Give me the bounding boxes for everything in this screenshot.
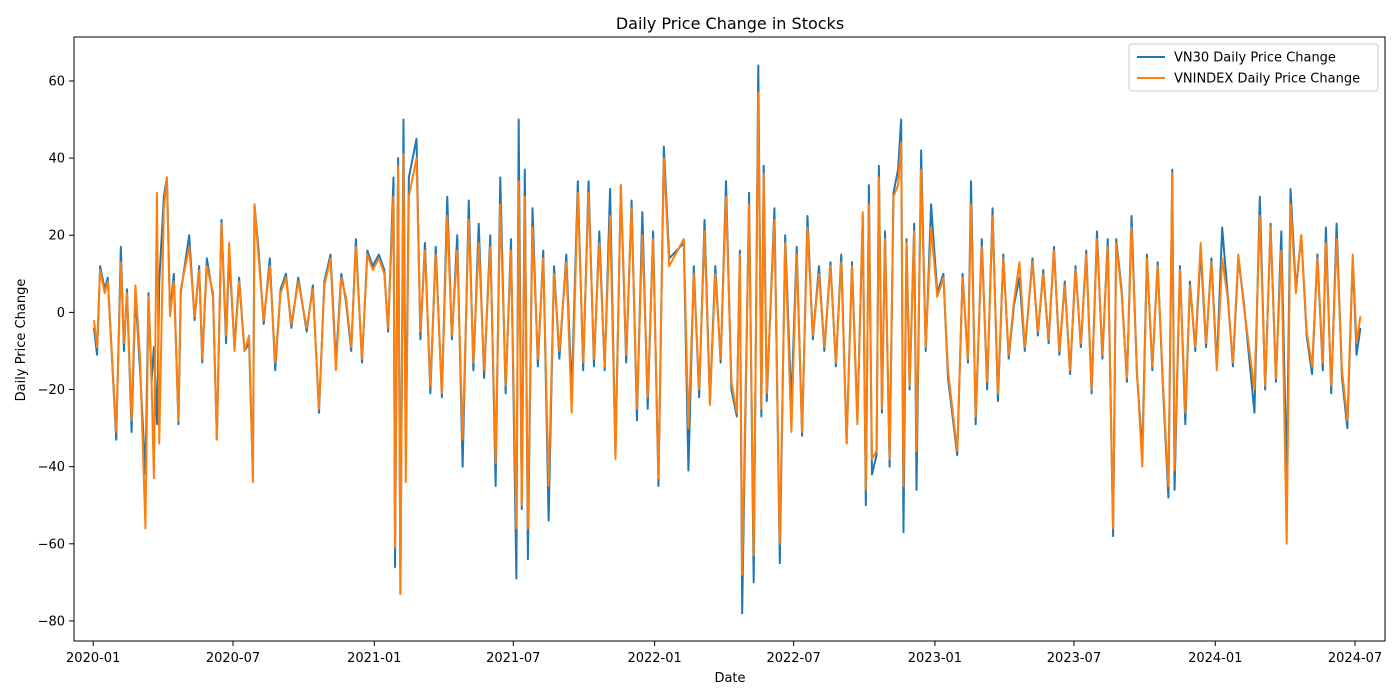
y-tick-label: −80 [38, 614, 65, 629]
x-tick-label: 2021-07 [486, 651, 540, 666]
y-tick-label: 60 [48, 74, 65, 89]
legend: VN30 Daily Price Change VNINDEX Daily Pri… [1128, 43, 1379, 92]
legend-box [1128, 43, 1379, 92]
x-tick-label: 2024-07 [1328, 651, 1382, 666]
x-axis-label: Date [714, 671, 745, 686]
x-tick-label: 2022-07 [766, 651, 820, 666]
x-tick-label: 2023-07 [1047, 651, 1101, 666]
plot-frame [73, 36, 1386, 642]
y-tick-label: −20 [38, 383, 65, 398]
x-tick-label: 2024-01 [1188, 651, 1242, 666]
y-tick-label: 20 [48, 229, 65, 244]
x-tick-label: 2022-01 [627, 651, 681, 666]
legend-label: VNINDEX Daily Price Change [1174, 72, 1360, 87]
x-tick-label: 2020-01 [66, 651, 120, 666]
x-tick-label: 2020-07 [206, 651, 260, 666]
y-tick-label: −60 [38, 537, 65, 552]
x-tick-label: 2021-01 [347, 651, 401, 666]
chart-title: Daily Price Change in Stocks [616, 14, 844, 33]
series-line-vnindex [92, 91, 1362, 595]
y-tick-label: 0 [57, 306, 65, 321]
y-axis-label: Daily Price Change [14, 279, 29, 402]
legend-label: VN30 Daily Price Change [1174, 51, 1336, 66]
y-tick-label: 40 [48, 152, 65, 167]
x-tick-label: 2023-01 [908, 651, 962, 666]
y-tick-label: −40 [38, 460, 65, 475]
